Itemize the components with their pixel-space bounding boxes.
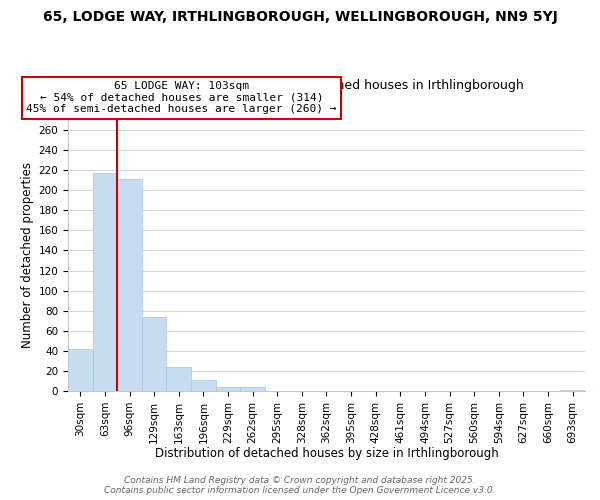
- Bar: [215, 387, 240, 391]
- Y-axis label: Number of detached properties: Number of detached properties: [22, 162, 34, 348]
- Bar: [240, 387, 265, 391]
- Bar: [191, 380, 215, 391]
- X-axis label: Distribution of detached houses by size in Irthlingborough: Distribution of detached houses by size …: [155, 447, 499, 460]
- Bar: [92, 173, 117, 391]
- Bar: [166, 367, 191, 391]
- Bar: [560, 390, 585, 391]
- Text: 65, LODGE WAY, IRTHLINGBOROUGH, WELLINGBOROUGH, NN9 5YJ: 65, LODGE WAY, IRTHLINGBOROUGH, WELLINGB…: [43, 10, 557, 24]
- Bar: [117, 179, 142, 391]
- Title: Size of property relative to detached houses in Irthlingborough: Size of property relative to detached ho…: [130, 80, 523, 92]
- Bar: [142, 316, 166, 391]
- Text: Contains HM Land Registry data © Crown copyright and database right 2025.
Contai: Contains HM Land Registry data © Crown c…: [104, 476, 496, 495]
- Text: 65 LODGE WAY: 103sqm
← 54% of detached houses are smaller (314)
45% of semi-deta: 65 LODGE WAY: 103sqm ← 54% of detached h…: [26, 82, 337, 114]
- Bar: [68, 349, 92, 391]
